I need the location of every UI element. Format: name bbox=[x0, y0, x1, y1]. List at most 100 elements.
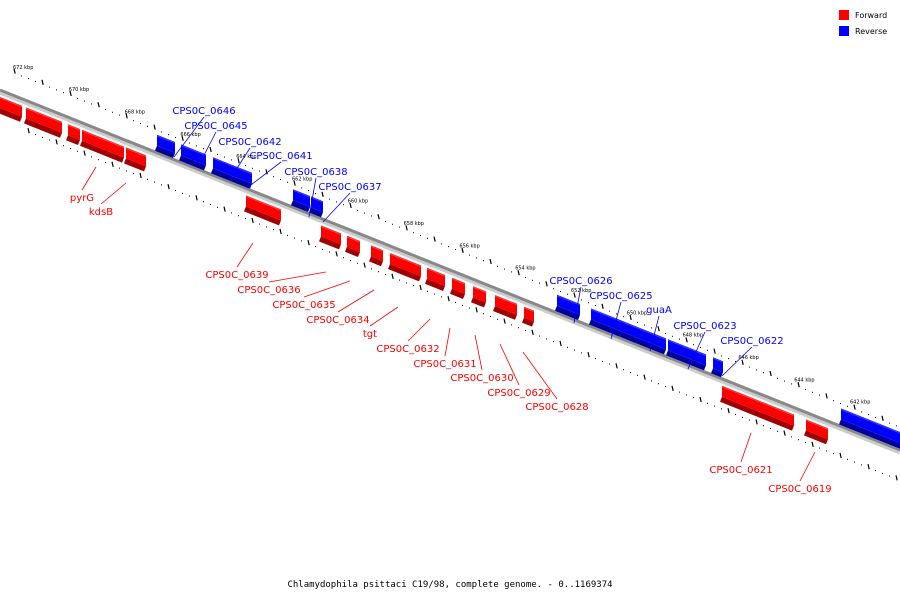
gene-side bbox=[319, 236, 341, 250]
scale-dot bbox=[875, 470, 876, 471]
scale-dot bbox=[280, 179, 281, 180]
leader-line bbox=[308, 177, 317, 218]
scale-dot bbox=[693, 397, 694, 399]
scale-dot bbox=[511, 324, 512, 326]
scale-dot bbox=[567, 346, 568, 348]
gene-label-text: kdsB bbox=[89, 207, 113, 218]
gene-label-text: pyrG bbox=[70, 193, 94, 204]
scale-dot bbox=[231, 159, 232, 161]
scale-dot bbox=[343, 204, 344, 206]
scale-dot bbox=[609, 363, 610, 365]
gene-highlight bbox=[556, 295, 581, 306]
scale-dot bbox=[336, 201, 337, 203]
gene-label-text: CPS0C_0626 bbox=[549, 276, 612, 287]
scale-dot bbox=[427, 290, 428, 292]
scale-dot bbox=[133, 120, 134, 122]
scale-label: 658 kbp bbox=[404, 221, 424, 227]
scale-dot bbox=[119, 167, 120, 169]
gene-label-text: CPS0C_0628 bbox=[525, 402, 588, 413]
gene-side bbox=[388, 264, 421, 282]
scale-tick bbox=[559, 340, 562, 347]
gene-side bbox=[369, 256, 383, 267]
gene-highlight bbox=[0, 97, 23, 108]
gene-side bbox=[291, 200, 310, 212]
scale-tick bbox=[741, 359, 744, 365]
scale-dot bbox=[371, 268, 372, 270]
scale-dot bbox=[98, 159, 99, 161]
scale-dot bbox=[651, 327, 652, 329]
gene-label: CPS0C_0623 bbox=[673, 321, 737, 370]
scale-tick bbox=[853, 404, 856, 410]
scale-tick bbox=[195, 195, 198, 201]
gene-label-text: CPS0C_0630 bbox=[450, 373, 513, 384]
scale-tick bbox=[601, 303, 604, 309]
reverse-gene bbox=[620, 320, 667, 355]
scale-dot bbox=[770, 428, 771, 429]
gene-side bbox=[666, 350, 706, 371]
scale-dot bbox=[420, 235, 421, 236]
scale-tick bbox=[727, 408, 730, 414]
scale-tick bbox=[839, 452, 842, 459]
scale-dot bbox=[721, 355, 722, 357]
gene-label-text: CPS0C_0642 bbox=[218, 137, 281, 148]
gene-face bbox=[321, 225, 341, 245]
forward-gene bbox=[66, 124, 81, 145]
gene-side bbox=[522, 317, 534, 327]
forward-gene bbox=[345, 235, 361, 257]
scale-dot bbox=[560, 291, 561, 292]
scale-dot bbox=[553, 288, 554, 290]
scale-dot bbox=[182, 192, 183, 194]
gene-side bbox=[804, 430, 828, 445]
gene-face bbox=[524, 306, 534, 322]
scale-dot bbox=[308, 190, 309, 192]
gene-face bbox=[0, 97, 22, 117]
gene-label-text: tgt bbox=[363, 329, 377, 340]
scale-dot bbox=[567, 293, 568, 295]
scale-dot bbox=[91, 156, 92, 158]
scale-dot bbox=[840, 403, 841, 404]
scale-dot bbox=[707, 402, 708, 404]
scale-tick bbox=[657, 326, 660, 332]
gene-face bbox=[293, 189, 310, 207]
scale-dot bbox=[637, 374, 638, 376]
gene-highlight bbox=[840, 408, 900, 434]
scale-dot bbox=[686, 394, 687, 396]
scale-dot bbox=[469, 307, 470, 309]
gene-highlight bbox=[310, 196, 324, 203]
scale-dot bbox=[364, 212, 365, 214]
scale-dot bbox=[378, 271, 379, 273]
scale-dot bbox=[651, 380, 652, 382]
gene-label-text: CPS0C_0639 bbox=[205, 270, 268, 281]
scale-dot bbox=[693, 344, 694, 346]
gene-label-text: CPS0C_0635 bbox=[272, 300, 335, 311]
gene-face bbox=[452, 277, 465, 294]
gene-label-text: CPS0C_0622 bbox=[720, 336, 783, 347]
gene-face bbox=[841, 408, 900, 443]
scale-tick bbox=[223, 206, 226, 212]
scale-dot bbox=[252, 167, 253, 169]
gene-face bbox=[181, 144, 206, 166]
scale-dot bbox=[833, 453, 834, 455]
scale-dot bbox=[329, 251, 330, 253]
scale-tick bbox=[167, 184, 170, 190]
gene-label-text: CPS0C_0638 bbox=[284, 167, 347, 178]
scale-dot bbox=[644, 324, 645, 326]
gene-label: CPS0C_0636 bbox=[237, 271, 327, 296]
scale-label: 664 kbp bbox=[236, 154, 256, 160]
scale-dot bbox=[602, 360, 603, 362]
scale-dot bbox=[623, 316, 624, 318]
gene-face bbox=[622, 320, 666, 350]
gene-face bbox=[157, 134, 175, 153]
leader-line bbox=[81, 166, 97, 191]
scale-dot bbox=[679, 338, 680, 340]
scale-ticks bbox=[13, 68, 898, 481]
scale-dot bbox=[791, 383, 792, 385]
scale-dot bbox=[434, 293, 435, 295]
scale-dot bbox=[322, 248, 323, 250]
scale-label: 672 kbp bbox=[13, 65, 33, 71]
scale-dot bbox=[441, 296, 442, 298]
gene-label-text: CPS0C_0646 bbox=[172, 106, 235, 117]
scale-dot bbox=[896, 425, 897, 427]
scale-dot bbox=[525, 330, 526, 331]
